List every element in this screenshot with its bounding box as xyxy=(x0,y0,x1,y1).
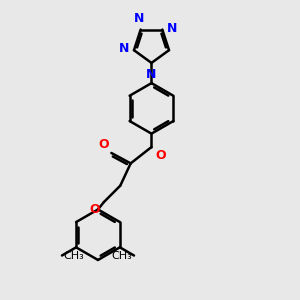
Text: O: O xyxy=(90,203,101,217)
Text: O: O xyxy=(98,139,109,152)
Text: N: N xyxy=(134,12,144,25)
Text: N: N xyxy=(146,68,157,81)
Text: CH₃: CH₃ xyxy=(63,250,84,260)
Text: N: N xyxy=(119,42,130,55)
Text: O: O xyxy=(155,148,166,161)
Text: N: N xyxy=(167,22,177,34)
Text: CH₃: CH₃ xyxy=(112,250,133,260)
